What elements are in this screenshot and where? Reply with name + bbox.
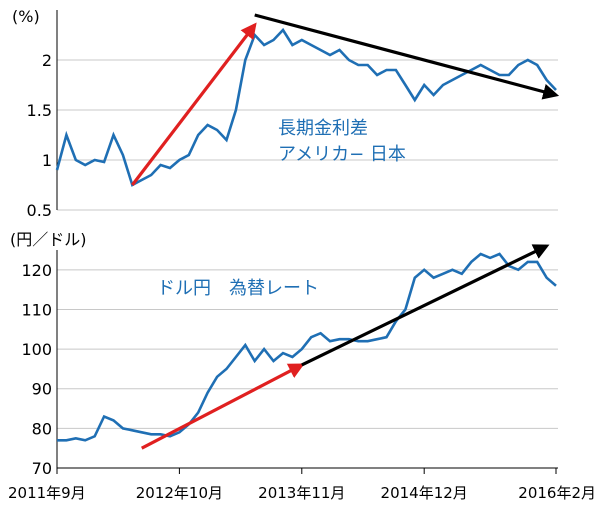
top-series-line: [55, 27, 557, 187]
y-tick-label: 0.5: [27, 201, 52, 220]
black-trend-arrow: [301, 244, 550, 367]
bottom-series-line: [57, 252, 557, 442]
red-trend-arrow: [131, 22, 257, 186]
bottom-trend-arrows: [140, 244, 550, 450]
bottom-annotation: ドル円 為替レート: [157, 278, 319, 299]
x-tick-label: 2012年10月: [136, 484, 223, 502]
black-trend-arrow: [254, 13, 560, 100]
top-y-tick-labels: 0.5 1 1.5 2: [27, 51, 52, 220]
bottom-gridlines: [57, 269, 558, 469]
y-tick-label: 2: [42, 51, 52, 70]
y-tick-label: 120: [21, 261, 52, 280]
red-trend-arrow: [140, 363, 305, 450]
y-tick-label: 1.5: [27, 101, 52, 120]
y-tick-label: 110: [21, 300, 52, 319]
top-trend-arrows: [131, 13, 560, 186]
y-tick-label: 90: [32, 380, 52, 399]
top-annotation-line-2: アメリカ− 日本: [278, 144, 406, 165]
x-tick-label: 2011年9月: [8, 484, 86, 502]
x-tick-label: 2016年2月: [518, 484, 596, 502]
interest-rate-spread-chart: (%) 0.5 1 1.5 2 長期金利差 アメリカ− 日本: [12, 7, 560, 220]
top-unit-label: (%): [12, 7, 40, 26]
top-gridlines: [57, 59, 558, 211]
y-tick-label: 80: [32, 419, 52, 438]
y-tick-label: 1: [42, 151, 52, 170]
bottom-unit-label: (円／ドル): [10, 230, 87, 249]
y-tick-label: 70: [32, 459, 52, 478]
x-tick-label: 2013年11月: [258, 484, 345, 502]
top-annotation-line-1: 長期金利差: [278, 118, 368, 139]
y-tick-label: 100: [21, 340, 52, 359]
bottom-x-ticks: 2011年9月 2012年10月 2013年11月 2014年12月 2016年2月: [8, 468, 596, 502]
x-tick-label: 2014年12月: [381, 484, 468, 502]
bottom-y-tick-labels: 70 80 90 100 110 120: [21, 261, 52, 478]
